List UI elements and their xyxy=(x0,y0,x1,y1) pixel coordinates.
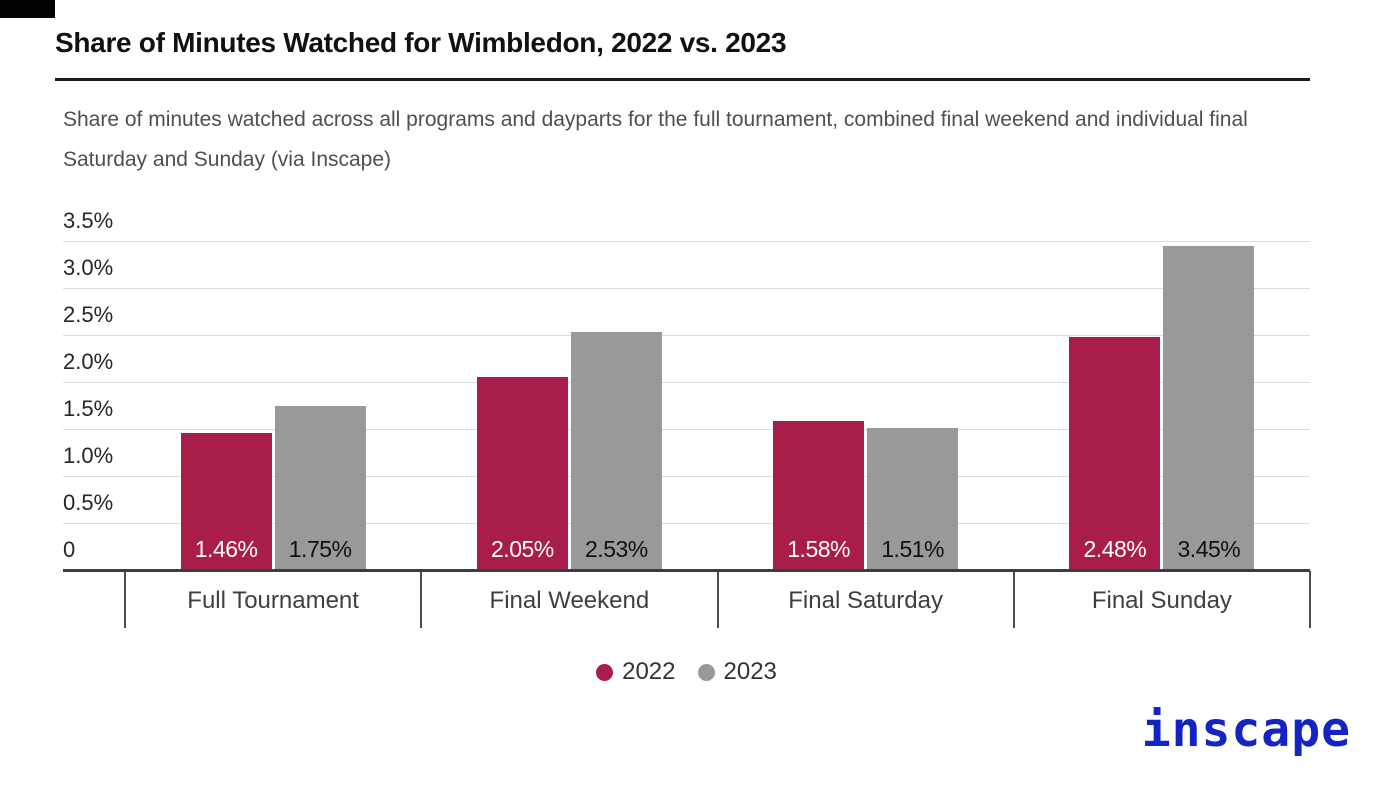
legend-item-2023: 2023 xyxy=(697,658,777,686)
bar-value-label: 1.75% xyxy=(288,536,352,562)
legend: 2022 2023 xyxy=(63,657,1310,687)
bar-value-label: 2.48% xyxy=(1083,535,1147,562)
bar-2022-final-sunday: 2.48% xyxy=(1069,336,1161,570)
y-axis-tick-label: 3.5% xyxy=(63,208,114,233)
gridline xyxy=(63,475,1310,477)
gridline xyxy=(63,240,1310,242)
bar-2022-final-saturday: 1.58% xyxy=(773,421,865,570)
x-axis-category-label-final-saturday: Final Saturday xyxy=(788,587,943,614)
x-axis-category-label-full-tournament: Full Tournament xyxy=(187,587,359,614)
y-axis-tick-label: 1.0% xyxy=(63,443,114,468)
y-axis-tick-label: 0 xyxy=(63,537,76,562)
chart-subtitle: Share of minutes watched across all prog… xyxy=(63,108,1248,171)
inscape-logo: inscape xyxy=(1141,702,1351,758)
bar-2023-final-weekend: 2.53% xyxy=(570,332,662,570)
bar-2022-final-weekend: 2.05% xyxy=(476,377,568,570)
bar-value-label: 1.58% xyxy=(787,535,850,562)
gridline xyxy=(63,522,1310,524)
y-axis-tick-label: 0.5% xyxy=(63,490,114,515)
bar-value-label: 2.05% xyxy=(491,535,554,562)
chart-title: Share of Minutes Watched for Wimbledon, … xyxy=(55,27,787,58)
x-axis-separator xyxy=(124,571,126,628)
bar-2023-final-sunday: 3.45% xyxy=(1163,245,1255,570)
legend-dot-icon xyxy=(697,663,715,681)
gridline xyxy=(63,287,1310,289)
x-axis-category-label-final-sunday: Final Sunday xyxy=(1091,587,1232,614)
y-axis-tick-label: 1.5% xyxy=(63,396,114,421)
gridline xyxy=(63,381,1310,383)
title-underline xyxy=(55,78,1310,81)
y-axis-tick-label: 2.0% xyxy=(63,349,114,374)
legend-dot-icon xyxy=(596,663,614,681)
gridline xyxy=(63,334,1310,336)
x-axis-separator xyxy=(1309,571,1311,628)
legend-label: 2022 xyxy=(622,658,676,685)
bar-value-label: 1.51% xyxy=(881,535,944,562)
x-axis-category-label-final-weekend: Final Weekend xyxy=(489,587,650,614)
x-axis-separator xyxy=(420,571,423,628)
legend-item-2022: 2022 xyxy=(596,658,676,686)
bar-2023-final-saturday: 1.51% xyxy=(867,428,959,570)
corner-black-artifact xyxy=(0,0,55,18)
bar-value-label: 3.45% xyxy=(1177,535,1241,562)
x-axis-separator xyxy=(716,571,719,628)
bar-value-label: 1.46% xyxy=(194,535,258,562)
bar-2023-full-tournament: 1.75% xyxy=(274,405,366,570)
y-axis-tick-label: 3.0% xyxy=(63,255,114,280)
y-axis-tick-label: 2.5% xyxy=(63,302,114,327)
legend-label: 2023 xyxy=(723,658,777,685)
gridline xyxy=(63,428,1310,430)
x-axis-separator xyxy=(1012,571,1015,628)
bar-value-label: 2.53% xyxy=(585,535,648,562)
bar-2022-full-tournament: 1.46% xyxy=(180,432,272,570)
x-axis-line xyxy=(63,569,1310,572)
